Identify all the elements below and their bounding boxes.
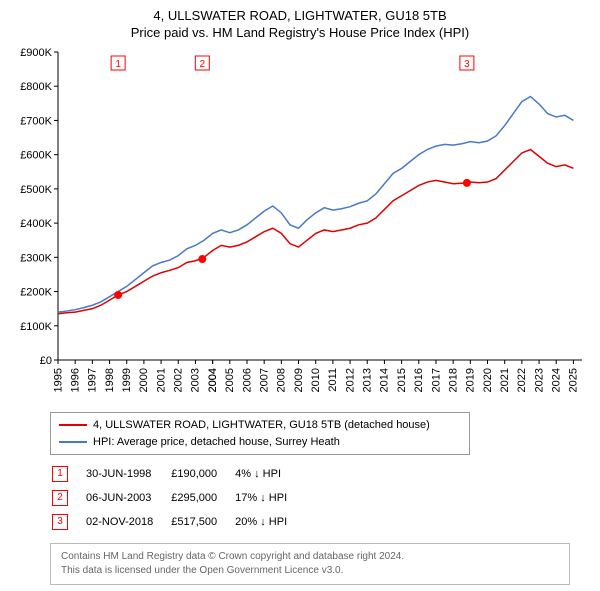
svg-text:1995: 1995	[52, 368, 64, 392]
svg-text:2009: 2009	[293, 368, 305, 392]
svg-text:£400K: £400K	[20, 218, 52, 230]
svg-text:2012: 2012	[344, 368, 356, 392]
svg-text:2023: 2023	[533, 368, 545, 392]
sale-price: £190,000	[171, 463, 233, 485]
svg-text:2015: 2015	[396, 368, 408, 392]
sale-marker-num: 2	[200, 59, 206, 70]
svg-text:2014: 2014	[379, 368, 391, 392]
sales-row: 3 02-NOV-2018£517,50020% ↓ HPI	[52, 511, 303, 533]
svg-text:£600K: £600K	[20, 150, 52, 162]
svg-text:2002: 2002	[173, 368, 185, 392]
svg-text:2006: 2006	[241, 368, 253, 392]
sale-marker-badge: 1	[52, 466, 68, 482]
sale-date: 30-JUN-1998	[86, 463, 169, 485]
sales-row: 1 30-JUN-1998£190,0004% ↓ HPI	[52, 463, 303, 485]
sale-delta: 20% ↓ HPI	[235, 511, 303, 533]
svg-text:2013: 2013	[362, 368, 374, 392]
svg-text:2001: 2001	[155, 368, 167, 392]
svg-text:2025: 2025	[568, 368, 580, 392]
chart-title: 4, ULLSWATER ROAD, LIGHTWATER, GU18 5TB	[10, 8, 590, 23]
svg-text:1997: 1997	[87, 368, 99, 392]
svg-text:2024: 2024	[551, 368, 563, 392]
svg-text:2010: 2010	[310, 368, 322, 392]
sales-row: 2 06-JUN-2003£295,00017% ↓ HPI	[52, 487, 303, 509]
sale-dot	[198, 255, 206, 263]
svg-text:£500K: £500K	[20, 184, 52, 196]
svg-text:£0: £0	[40, 355, 52, 367]
svg-text:2003: 2003	[190, 368, 202, 392]
svg-text:1998: 1998	[104, 368, 116, 392]
legend-item-hpi: HPI: Average price, detached house, Surr…	[59, 434, 461, 451]
svg-text:£700K: £700K	[20, 115, 52, 127]
svg-text:2004: 2004	[207, 368, 219, 392]
svg-text:2007: 2007	[258, 368, 270, 392]
svg-text:1996: 1996	[69, 368, 81, 392]
svg-text:2018: 2018	[447, 368, 459, 392]
svg-text:1999: 1999	[121, 368, 133, 392]
sale-price: £517,500	[171, 511, 233, 533]
svg-text:£800K: £800K	[20, 81, 52, 93]
sale-marker-num: 1	[115, 59, 121, 70]
series-hpi	[58, 96, 573, 312]
sale-marker-badge: 3	[52, 514, 68, 530]
series-property	[58, 150, 573, 314]
svg-text:2022: 2022	[516, 368, 528, 392]
sale-delta: 4% ↓ HPI	[235, 463, 303, 485]
sale-date: 02-NOV-2018	[86, 511, 169, 533]
svg-text:£300K: £300K	[20, 252, 52, 264]
footer-attribution: Contains HM Land Registry data © Crown c…	[50, 543, 570, 585]
legend: 4, ULLSWATER ROAD, LIGHTWATER, GU18 5TB …	[50, 412, 470, 455]
svg-text:2016: 2016	[413, 368, 425, 392]
svg-text:2020: 2020	[482, 368, 494, 392]
legend-label-0: 4, ULLSWATER ROAD, LIGHTWATER, GU18 5TB …	[93, 417, 430, 434]
svg-text:£100K: £100K	[20, 321, 52, 333]
sale-marker-num: 3	[464, 59, 470, 70]
svg-text:2000: 2000	[138, 368, 150, 392]
svg-text:2011: 2011	[327, 368, 339, 392]
sales-table: 1 30-JUN-1998£190,0004% ↓ HPI 2 06-JUN-2003…	[50, 461, 305, 535]
sale-dot	[114, 291, 122, 299]
svg-text:£900K: £900K	[20, 47, 52, 59]
legend-item-property: 4, ULLSWATER ROAD, LIGHTWATER, GU18 5TB …	[59, 417, 461, 434]
svg-text:2019: 2019	[465, 368, 477, 392]
svg-text:2005: 2005	[224, 368, 236, 392]
chart-subtitle: Price paid vs. HM Land Registry's House …	[10, 25, 590, 40]
sale-marker-badge: 2	[52, 490, 68, 506]
svg-text:£200K: £200K	[20, 287, 52, 299]
svg-text:2021: 2021	[499, 368, 511, 392]
chart-plot: £0 £100K £200K £300K £400K £500K £600K £700K £80…	[10, 46, 590, 406]
sale-dot	[463, 179, 471, 187]
sale-delta: 17% ↓ HPI	[235, 487, 303, 509]
legend-label-1: HPI: Average price, detached house, Surr…	[93, 434, 340, 451]
sale-date: 06-JUN-2003	[86, 487, 169, 509]
svg-text:2017: 2017	[430, 368, 442, 392]
sale-price: £295,000	[171, 487, 233, 509]
svg-text:2008: 2008	[276, 368, 288, 392]
